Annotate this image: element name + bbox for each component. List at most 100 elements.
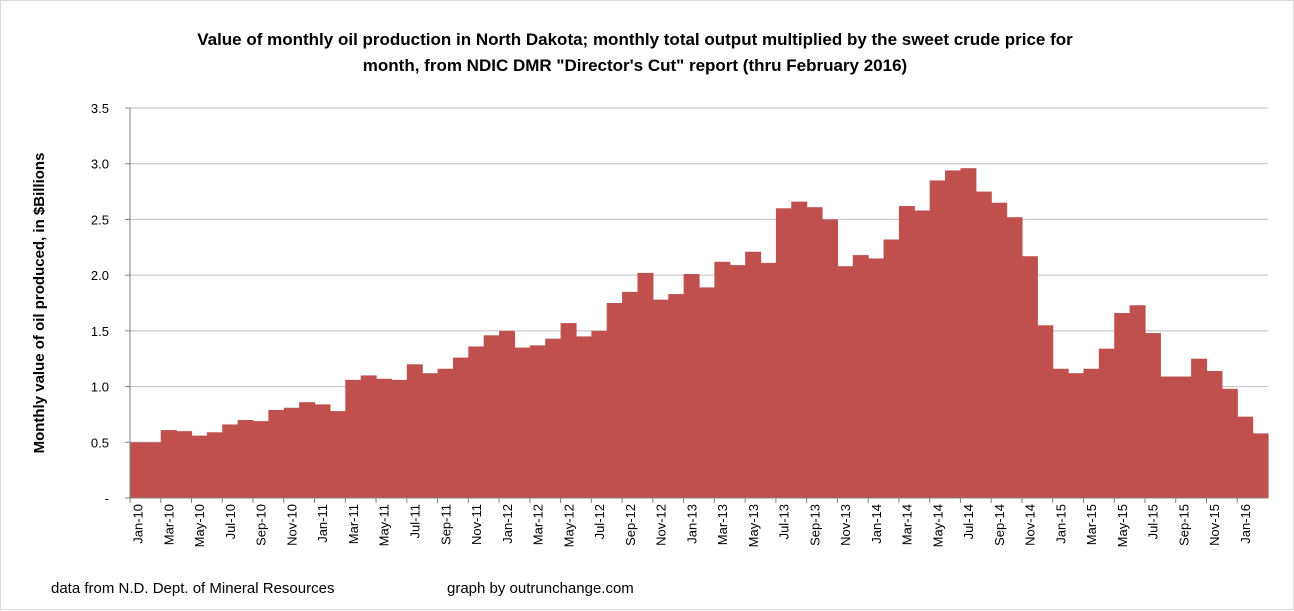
data-bar [1160,376,1177,498]
data-bar [422,373,439,498]
data-bar [914,210,931,498]
data-bar [1221,388,1238,498]
data-bar [606,303,623,498]
data-bar [268,409,285,498]
y-tick-label: 2.5 [91,212,109,227]
data-bar [145,442,162,498]
x-tick-label: Nov-11 [469,504,484,545]
x-tick-label: Sep-12 [623,504,638,546]
x-tick-label: Nov-10 [284,504,299,546]
axis-layer [129,108,1268,499]
x-tick-label: Jul-12 [592,504,607,539]
data-bar [1191,358,1208,498]
data-bar [822,219,839,498]
data-bar [529,345,546,498]
x-tick-label: Jan-15 [1053,504,1068,544]
data-layer [130,168,1269,499]
x-tick-label: Nov-15 [1207,504,1222,546]
x-tick-label: Mar-12 [531,504,546,545]
x-tick-label: Sep-10 [254,504,269,546]
y-tick-label: 1.0 [91,380,109,395]
x-tick-label: Jul-14 [961,504,976,539]
data-bar [222,424,239,498]
data-bar [652,299,669,498]
x-tick-label: May-14 [930,504,945,547]
x-tick-label: Mar-14 [900,504,915,545]
data-bar [545,338,562,498]
footer-credit: graph by outrunchange.com [447,580,634,597]
data-bar [176,431,193,498]
data-bar [775,208,792,499]
data-bar [253,421,270,498]
y-axis-title: Monthly value of oil produced, in $Billi… [31,153,48,454]
data-bar [791,201,808,498]
x-tick-label: Nov-12 [654,504,669,546]
data-bar [314,404,331,498]
x-tick-label: Mar-11 [346,504,361,544]
data-bar [1052,368,1069,498]
data-bar [683,274,700,498]
x-tick-label: Sep-11 [438,504,453,545]
data-bar [806,207,823,498]
data-bar [929,180,946,498]
x-tick-label: Mar-13 [715,504,730,545]
data-bar [745,251,762,498]
data-bar [452,357,469,498]
data-bar [699,287,715,498]
data-bar [130,442,146,498]
data-bar [160,430,177,498]
data-bar [1237,416,1254,498]
data-bar [591,330,608,498]
data-bar [206,432,223,498]
x-tick-label: May-12 [561,504,576,547]
x-tick-label: Mar-10 [161,504,176,545]
data-bar [637,272,654,498]
data-bar [1114,313,1131,498]
y-tick-label: 3.0 [91,157,109,172]
data-bar [299,402,316,498]
data-bar [406,364,423,498]
data-bar [483,335,500,498]
y-tick-label: 1.5 [91,324,109,339]
data-bar [760,262,777,498]
y-tick-label: 2.0 [91,268,109,283]
data-bar [345,379,362,498]
x-tick-label: May-15 [1115,504,1130,547]
x-tick-label: May-11 [377,504,392,546]
x-tick-label: Sep-14 [992,504,1007,546]
x-tick-label: Nov-13 [838,504,853,546]
data-bar [283,407,300,498]
x-tick-label: May-13 [746,504,761,547]
y-tick-label: - [105,491,109,506]
data-bar [714,261,731,498]
data-bar [1083,368,1100,498]
x-tick-label: Jul-15 [1146,504,1161,539]
x-tick-label: Jul-13 [777,504,792,539]
data-bar [945,170,962,498]
data-bar [960,168,977,498]
y-tick-label: 3.5 [91,101,109,116]
x-tick-label: Jul-10 [223,504,238,539]
data-bar [514,347,531,498]
chart-title-line-2: month, from NDIC DMR "Director's Cut" re… [363,56,907,75]
y-tick-layer: - 0.5 1.0 1.5 2.0 2.5 3.0 3.5 [91,101,130,506]
y-tick-label: 0.5 [91,435,109,450]
data-bar [1252,433,1269,498]
data-bar [560,323,577,498]
data-bar [237,420,254,498]
x-tick-label: Jul-11 [408,504,423,538]
x-tick-label: Jan-13 [684,504,699,544]
data-bar [1068,373,1085,498]
data-bar [360,375,377,498]
footer-source: data from N.D. Dept. of Mineral Resource… [51,580,334,597]
x-tick-label: Mar-15 [1084,504,1099,545]
data-bar [1144,333,1161,498]
data-bar [975,191,992,499]
data-bar [991,202,1008,498]
data-bar [1129,305,1146,498]
data-bar [376,378,393,498]
x-tick-label: Nov-14 [1023,504,1038,546]
x-tick-label: Jan-11 [315,504,330,543]
